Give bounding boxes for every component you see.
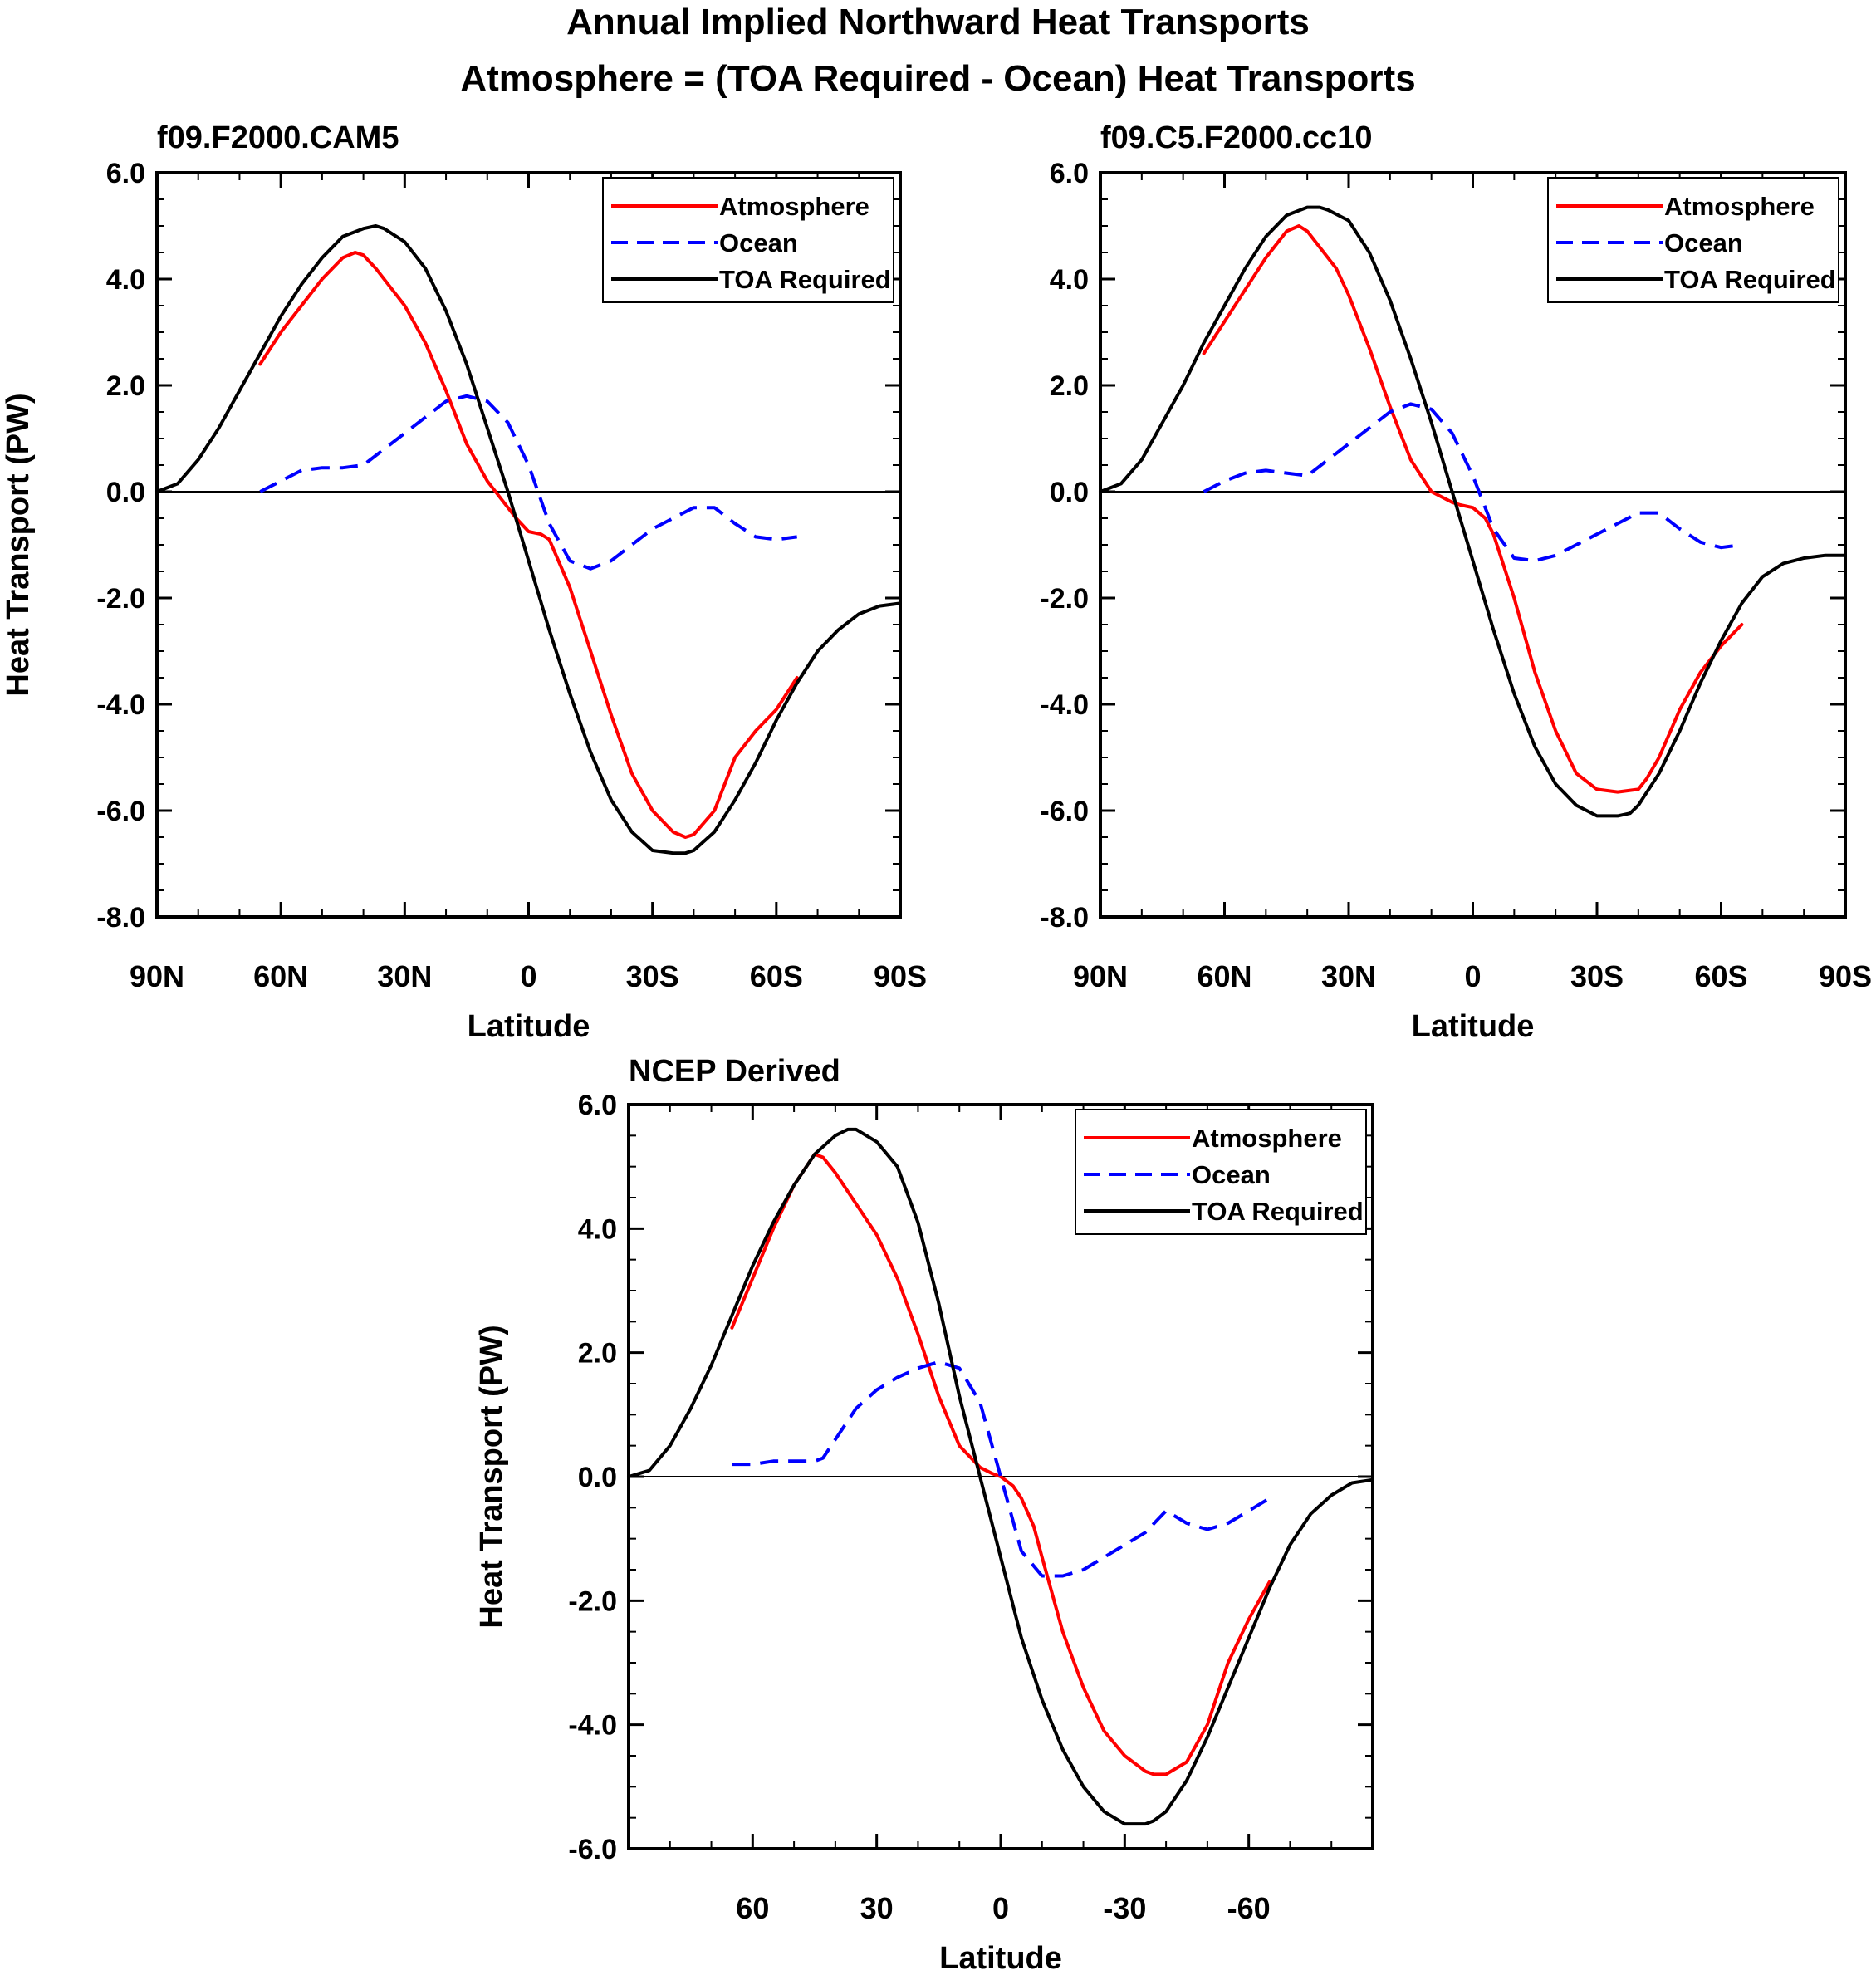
- y-tick-label: -8.0: [96, 902, 145, 934]
- series-toa-required: [627, 1127, 1374, 1826]
- legend-label: Atmosphere: [1192, 1124, 1342, 1153]
- y-axis-label: Heat Transport (PW): [474, 1325, 509, 1628]
- y-tick-label: 2.0: [578, 1338, 617, 1370]
- y-tick-label: -8.0: [1040, 902, 1089, 934]
- series-atmosphere: [1202, 224, 1744, 794]
- x-tick-label: 30S: [1570, 959, 1624, 993]
- y-tick-label: 4.0: [1050, 264, 1089, 296]
- legend-label: TOA Required: [1664, 265, 1836, 294]
- panel-title: f09.C5.F2000.cc10: [1100, 120, 1372, 155]
- x-axis-label: Latitude: [468, 1009, 590, 1044]
- chart-panel-3: NCEP Derived 6.0 4.0 2.0 0.0 -2.0 -4.0 -6.0 60 30…: [474, 1054, 1374, 1970]
- y-tick-label: -4.0: [1040, 689, 1089, 721]
- legend-label: TOA Required: [719, 265, 891, 294]
- legend: Atmosphere Ocean TOA Required: [1075, 1109, 1367, 1235]
- y-tick-label: -6.0: [1040, 796, 1089, 827]
- x-tick-label: -60: [1227, 1891, 1271, 1925]
- x-tick-label: 60S: [750, 959, 803, 993]
- series-ocean: [732, 1360, 1271, 1578]
- y-tick-label: -4.0: [568, 1710, 617, 1742]
- legend-box: [602, 177, 894, 303]
- y-tick-label: 2.0: [1050, 370, 1089, 402]
- x-tick-label: 30S: [626, 959, 679, 993]
- legend-label: TOA Required: [1192, 1197, 1364, 1226]
- x-tick-label: 90N: [1073, 959, 1128, 993]
- y-tick-label: -2.0: [1040, 583, 1089, 615]
- legend-label: Ocean: [1192, 1160, 1271, 1189]
- y-tick-label: 6.0: [1050, 158, 1089, 189]
- figure-subtitle: Atmosphere = (TOA Required - Ocean) Heat…: [460, 58, 1416, 99]
- x-tick-label: 0: [520, 959, 536, 993]
- x-tick-label: 90S: [1819, 959, 1872, 993]
- x-tick-label: 90N: [130, 959, 184, 993]
- plot-frame: [627, 1103, 1374, 1850]
- y-tick-label: -6.0: [568, 1834, 617, 1865]
- legend: Atmosphere Ocean TOA Required: [602, 177, 894, 303]
- figure-title: Annual Implied Northward Heat Transports: [566, 2, 1310, 42]
- y-tick-label: -2.0: [96, 583, 145, 615]
- y-tick-label: -4.0: [96, 689, 145, 721]
- y-tick-label: 2.0: [106, 370, 145, 402]
- y-tick-label: 6.0: [578, 1090, 617, 1121]
- chart-panel-1: f09.F2000.CAM5 6.0 4.0 2.0 0.0 -2.0 -4.0 -6.0 -8…: [1, 120, 927, 1044]
- legend: Atmosphere Ocean TOA Required: [1547, 177, 1839, 303]
- y-tick-label: -6.0: [96, 796, 145, 827]
- y-axis-label: Heat Transport (PW): [1, 393, 36, 696]
- x-tick-label: 60S: [1694, 959, 1747, 993]
- x-axis-label: Latitude: [939, 1941, 1062, 1970]
- y-tick-label: 0.0: [578, 1462, 617, 1493]
- x-tick-label: 30N: [1321, 959, 1376, 993]
- series-atmosphere: [730, 1152, 1271, 1776]
- chart-panel-2: f09.C5.F2000.cc10 6.0 4.0 2.0 0.0 -2.0 -4.0 -6.…: [1040, 120, 1872, 1044]
- x-tick-label: 60: [736, 1891, 769, 1925]
- y-tick-label: -2.0: [568, 1585, 617, 1617]
- series-atmosphere: [258, 251, 799, 839]
- y-tick-label: 0.0: [106, 477, 145, 508]
- panel-title: f09.F2000.CAM5: [157, 120, 399, 155]
- x-tick-label: 60N: [253, 959, 308, 993]
- series-ocean: [1203, 402, 1742, 563]
- y-tick-label: 6.0: [106, 158, 145, 189]
- legend-box: [1075, 1109, 1367, 1235]
- x-tick-label: 30N: [377, 959, 432, 993]
- series-ocean: [259, 394, 797, 571]
- series-toa-required: [155, 224, 902, 855]
- legend-label: Ocean: [1664, 228, 1743, 257]
- y-tick-label: 4.0: [106, 264, 145, 296]
- y-tick-label: 0.0: [1050, 477, 1089, 508]
- x-tick-label: -30: [1103, 1891, 1146, 1925]
- panel-title: NCEP Derived: [629, 1054, 840, 1089]
- legend-label: Ocean: [719, 228, 798, 257]
- x-axis-label: Latitude: [1412, 1009, 1535, 1044]
- x-tick-label: 0: [1464, 959, 1481, 993]
- x-tick-label: 90S: [874, 959, 927, 993]
- x-tick-label: 0: [992, 1891, 1009, 1925]
- y-tick-label: 4.0: [578, 1213, 617, 1245]
- legend-box: [1547, 177, 1839, 303]
- x-tick-label: 60N: [1197, 959, 1251, 993]
- legend-label: Atmosphere: [719, 192, 869, 221]
- plot-frame: [1099, 171, 1847, 919]
- series-toa-required: [1099, 205, 1847, 818]
- plot-frame: [155, 171, 902, 919]
- x-tick-label: 30: [860, 1891, 894, 1925]
- legend-label: Atmosphere: [1664, 192, 1815, 221]
